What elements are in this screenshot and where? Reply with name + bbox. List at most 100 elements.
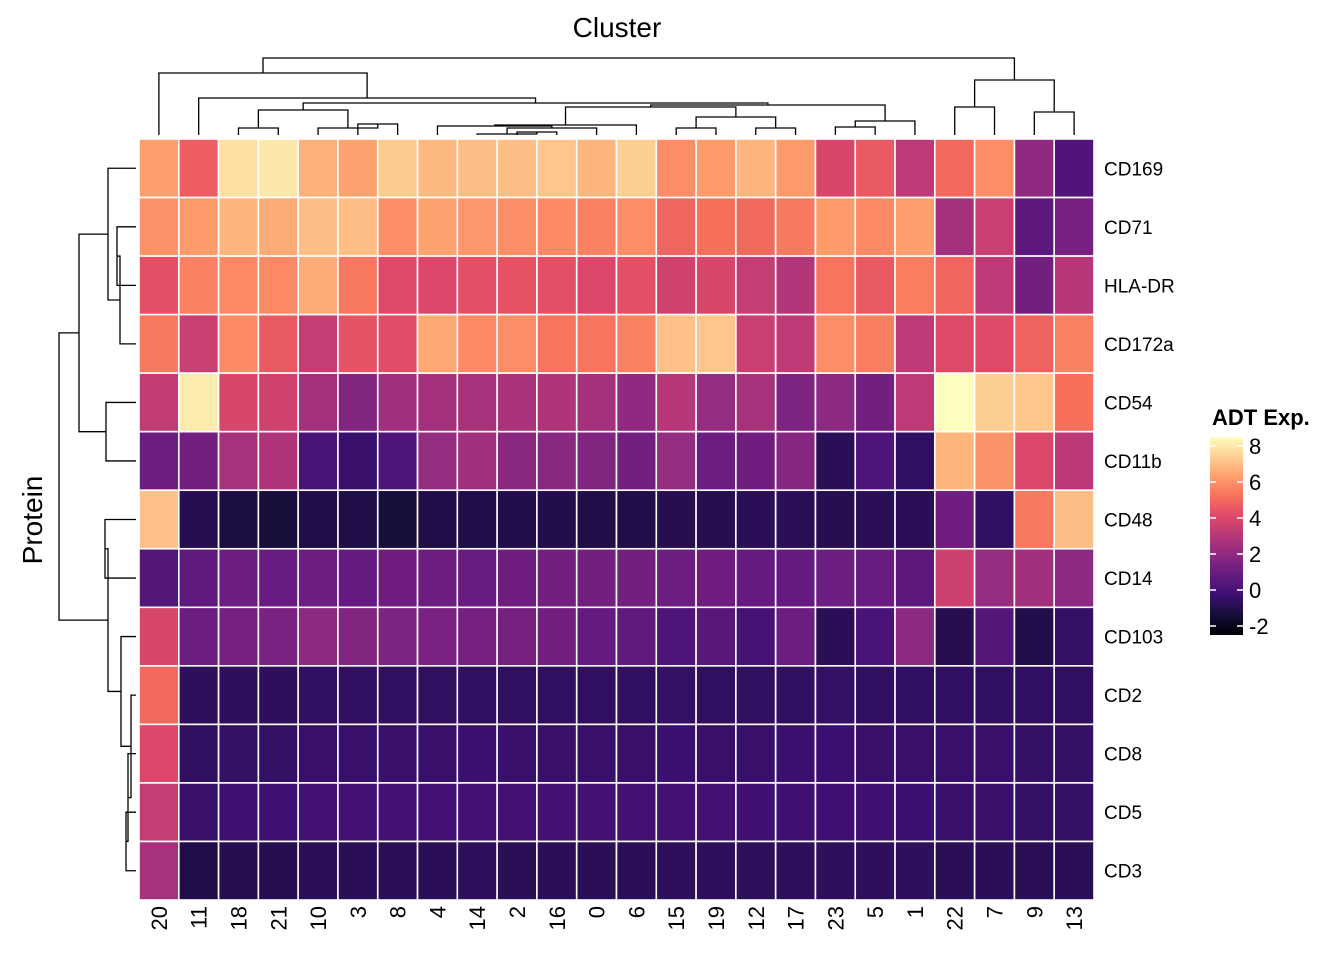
heatmap-cell: [854, 255, 896, 316]
heatmap-cell: [1013, 665, 1056, 726]
heatmap-cell: [894, 313, 936, 374]
heatmap-cell: [177, 489, 220, 550]
heatmap-cell: [496, 489, 538, 550]
heatmap-cell: [496, 196, 538, 257]
heatmap-cell: [337, 665, 379, 726]
heatmap-cell: [774, 782, 817, 843]
heatmap-cell: [138, 313, 180, 374]
heatmap-cell: [575, 782, 618, 843]
row-label: HLA-DR: [1104, 276, 1175, 297]
heatmap-cell: [934, 372, 976, 433]
heatmap-cell: [774, 196, 817, 257]
heatmap-cell: [456, 606, 498, 667]
heatmap-cell: [774, 723, 817, 784]
heatmap-cell: [416, 196, 459, 257]
heatmap-cell: [735, 372, 777, 433]
heatmap-cell: [138, 255, 180, 316]
heatmap-cell: [973, 313, 1016, 374]
heatmap-cell: [655, 840, 697, 901]
heatmap-cell: [496, 372, 538, 433]
heatmap-cell: [774, 255, 817, 316]
heatmap-cell: [177, 606, 220, 667]
heatmap-cell: [456, 547, 498, 609]
heatmap-cell: [774, 840, 817, 901]
heatmap-cell: [774, 430, 817, 492]
heatmap-cell: [814, 372, 857, 433]
heatmap-cell: [496, 313, 538, 374]
heatmap-cell: [416, 313, 459, 374]
heatmap-cell: [934, 547, 976, 609]
column-label: 1: [903, 906, 928, 918]
heatmap-cell: [536, 255, 578, 316]
heatmap-cell: [456, 430, 498, 492]
heatmap-cell: [695, 547, 737, 609]
heatmap-cell: [575, 138, 618, 199]
heatmap-cell: [217, 196, 260, 257]
heatmap-cell: [297, 547, 339, 609]
heatmap-cell: [536, 372, 578, 433]
heatmap-cell: [1013, 430, 1056, 492]
heatmap-cell: [536, 196, 578, 257]
heatmap-cell: [376, 782, 419, 843]
heatmap-cell: [774, 547, 817, 609]
column-label: 9: [1022, 906, 1047, 918]
heatmap-cell: [337, 489, 379, 550]
heatmap-cell: [456, 489, 498, 550]
column-label: 17: [784, 906, 809, 930]
heatmap-cell: [376, 723, 419, 784]
heatmap-cell: [695, 665, 737, 726]
column-label: 20: [147, 906, 172, 930]
heatmap-cell: [416, 138, 459, 199]
heatmap-cell: [337, 547, 379, 609]
heatmap-cell: [774, 138, 817, 199]
heatmap-cell: [297, 430, 339, 492]
heatmap-cell: [456, 782, 498, 843]
heatmap-cell: [695, 196, 737, 257]
column-label: 16: [545, 906, 570, 930]
heatmap-cell: [695, 782, 737, 843]
heatmap-cell: [655, 547, 697, 609]
heatmap-cell: [138, 430, 180, 492]
heatmap-cell: [934, 723, 976, 784]
heatmap-cell: [496, 665, 538, 726]
heatmap-cell: [615, 138, 658, 199]
heatmap-cell: [536, 665, 578, 726]
heatmap-cell: [655, 372, 697, 433]
heatmap-cell: [934, 665, 976, 726]
heatmap-cell: [934, 840, 976, 901]
heatmap-cell: [575, 372, 618, 433]
column-label: 19: [704, 906, 729, 930]
heatmap-cell: [1053, 430, 1095, 492]
heatmap-cell: [854, 606, 896, 667]
row-label: CD2: [1104, 686, 1142, 707]
heatmap-cell: [297, 138, 339, 199]
heatmap-cell: [814, 547, 857, 609]
column-label: 10: [306, 906, 331, 930]
heatmap-cell: [1013, 196, 1056, 257]
heatmap-cell: [814, 723, 857, 784]
heatmap-cell: [337, 196, 379, 257]
heatmap-cell: [416, 372, 459, 433]
heatmap-cell: [615, 255, 658, 316]
heatmap-cell: [735, 255, 777, 316]
heatmap-cell: [217, 547, 260, 609]
heatmap-cell: [416, 255, 459, 316]
heatmap-cell: [297, 196, 339, 257]
heatmap-cell: [1053, 489, 1095, 550]
column-label: 15: [664, 906, 689, 930]
heatmap-cell: [615, 723, 658, 784]
heatmap-cell: [496, 782, 538, 843]
heatmap-cell: [894, 372, 936, 433]
heatmap-cell: [257, 665, 299, 726]
heatmap-cell: [854, 782, 896, 843]
heatmap-cell: [337, 606, 379, 667]
column-label: 12: [744, 906, 769, 930]
heatmap-cell: [297, 782, 339, 843]
heatmap-cell: [138, 782, 180, 843]
heatmap-cell: [456, 723, 498, 784]
heatmap-cell: [217, 255, 260, 316]
heatmap-cell: [138, 840, 180, 901]
heatmap-cell: [138, 547, 180, 609]
heatmap-cell: [376, 313, 419, 374]
heatmap-cell: [575, 606, 618, 667]
